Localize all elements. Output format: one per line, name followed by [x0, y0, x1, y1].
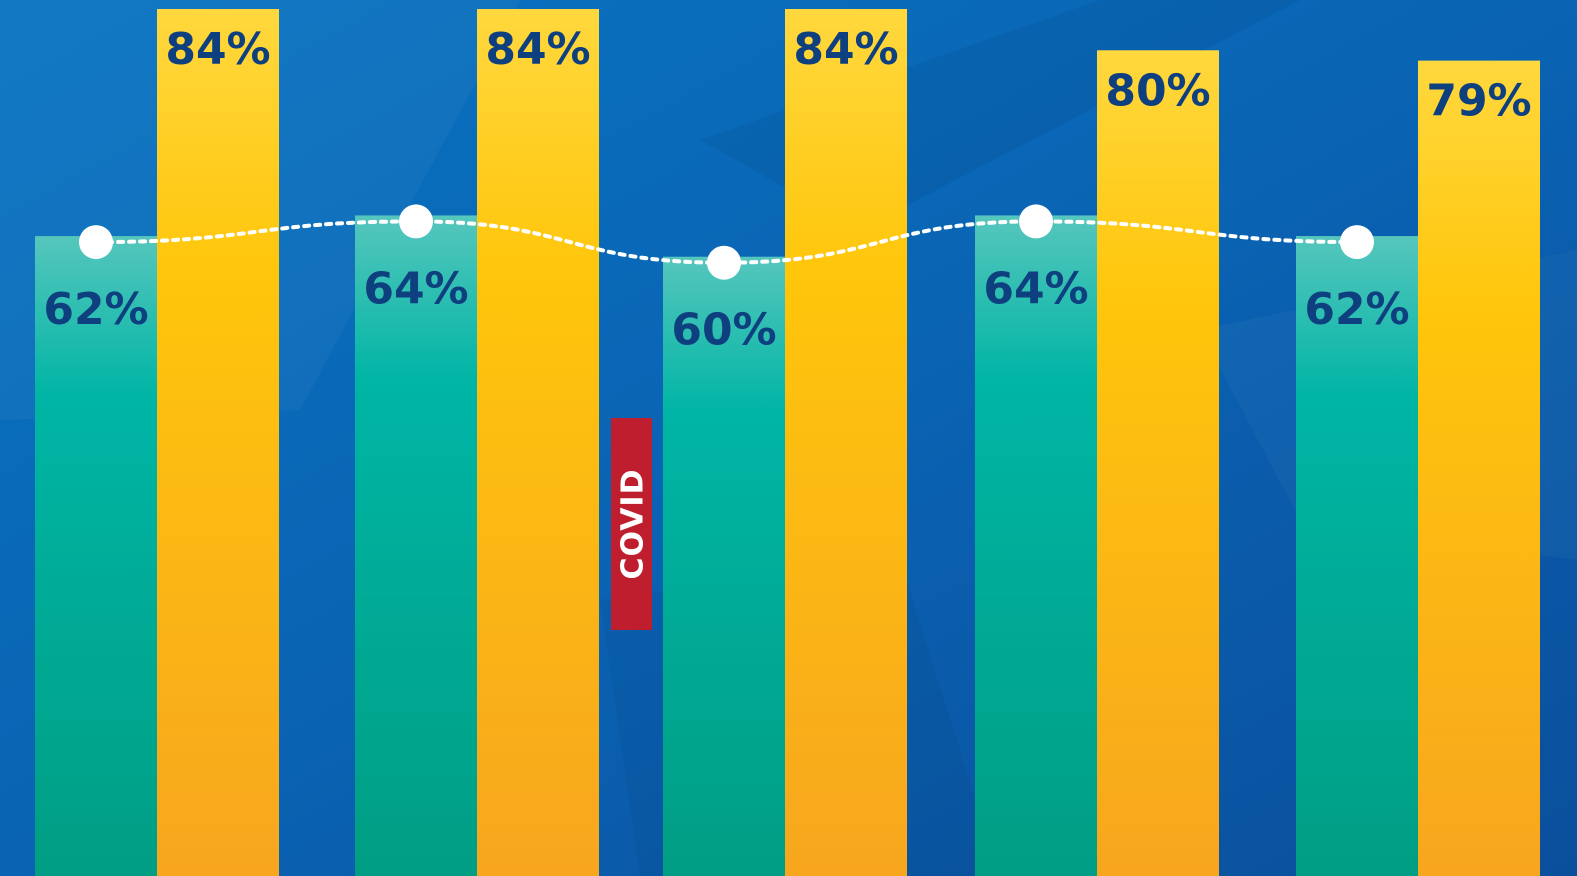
trend-point-4 [1340, 225, 1374, 260]
covid-marker [611, 418, 652, 630]
data-label-s1-c1: 84% [485, 24, 590, 75]
trend-point-0 [79, 225, 113, 260]
data-label-s1-c0: 84% [165, 24, 270, 75]
data-label-s0-c4: 62% [1304, 284, 1409, 335]
covid-label: COVID [616, 469, 651, 580]
bar-s0-c2 [663, 256, 785, 876]
bar-s0-c3 [975, 215, 1097, 876]
data-label-s1-c4: 79% [1426, 76, 1531, 127]
trend-point-3 [1019, 204, 1053, 239]
bar-s1-c0 [157, 9, 279, 876]
bar-s0-c1 [355, 215, 477, 876]
bar-s0-c0 [35, 236, 157, 876]
bar-s1-c4 [1418, 60, 1540, 876]
bar-s1-c3 [1097, 50, 1219, 876]
bar-s1-c1 [477, 9, 599, 876]
data-label-s0-c0: 62% [43, 284, 148, 335]
data-label-s1-c3: 80% [1105, 65, 1210, 116]
bar-s0-c4 [1296, 236, 1418, 876]
trend-point-2 [707, 245, 741, 280]
data-label-s0-c2: 60% [671, 305, 776, 356]
bar-s1-c2 [785, 9, 907, 876]
data-label-s1-c2: 84% [793, 24, 898, 75]
data-label-s0-c3: 64% [983, 263, 1088, 314]
trend-point-1 [399, 204, 433, 239]
data-label-s0-c1: 64% [363, 263, 468, 314]
